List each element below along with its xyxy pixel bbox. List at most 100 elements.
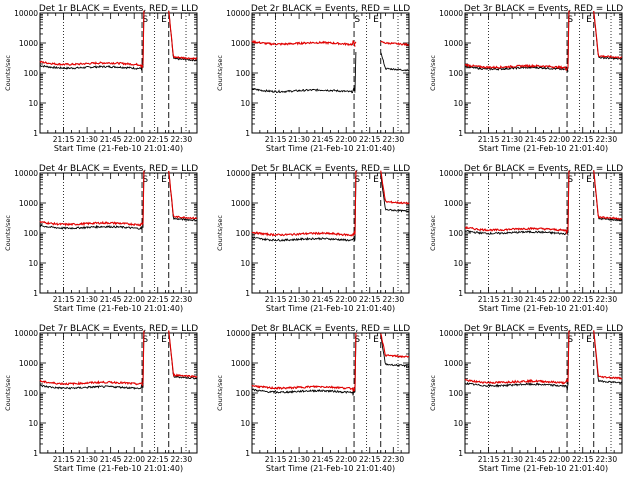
marker-s: S: [354, 335, 360, 345]
panel-title: Det 4r BLACK = Events, RED = LLD: [39, 164, 198, 174]
x-tick-label: 21:45: [312, 135, 334, 144]
lld-series-line: [464, 10, 623, 71]
x-tick-label: 21:30: [76, 135, 98, 144]
marker-e: E: [586, 335, 592, 345]
marker-s: S: [142, 175, 148, 185]
x-tick-label: 21:15: [53, 455, 75, 464]
x-tick-label: 22:30: [382, 295, 404, 304]
y-tick-label: 1: [458, 289, 463, 298]
y-axis-label: Counts/sec: [216, 375, 224, 411]
x-tick-label: 21:15: [265, 455, 287, 464]
y-tick-label: 100: [24, 69, 39, 78]
x-tick-label: 22:15: [572, 455, 594, 464]
x-tick-label: 22:30: [595, 455, 617, 464]
y-tick-label: 1000: [19, 359, 38, 368]
y-tick-label: 1000: [444, 39, 463, 48]
y-axis-label: Counts/sec: [4, 55, 12, 91]
x-tick-label: 22:15: [147, 135, 169, 144]
y-tick-label: 100: [236, 389, 251, 398]
x-tick-label: 22:00: [123, 135, 145, 144]
lld-series-line: [251, 39, 410, 47]
y-tick-label: 10: [28, 419, 38, 428]
lld-series-line: [39, 330, 198, 387]
y-axis-label: Counts/sec: [216, 55, 224, 91]
marker-s: S: [142, 335, 148, 345]
x-tick-label: 22:30: [595, 295, 617, 304]
lld-series-line: [39, 170, 198, 227]
y-tick-label: 10000: [439, 9, 463, 18]
y-tick-label: 1000: [231, 199, 250, 208]
panel-4: Det 4r BLACK = Events, RED = LLD 1 10 100 10…: [4, 164, 198, 313]
y-tick-label: 1000: [231, 359, 250, 368]
x-tick-label: 22:15: [147, 295, 169, 304]
panel-title: Det 5r BLACK = Events, RED = LLD: [251, 164, 410, 174]
y-tick-label: 1: [245, 289, 250, 298]
x-tick-label: 21:30: [288, 135, 310, 144]
panel-1: Det 1r BLACK = Events, RED = LLD 1 10 100 10…: [4, 4, 198, 153]
x-tick-label: 21:45: [525, 295, 547, 304]
x-axis-label: Start Time (21-Feb-10 21:01:40): [54, 304, 183, 313]
panel-2: Det 2r BLACK = Events, RED = LLD 1 10 100 10…: [216, 4, 410, 153]
y-tick-label: 10000: [439, 329, 463, 338]
y-tick-label: 100: [24, 229, 39, 238]
x-tick-label: 22:15: [359, 455, 381, 464]
marker-e: E: [161, 335, 167, 345]
events-series-line: [251, 335, 410, 396]
x-tick-label: 22:00: [123, 295, 145, 304]
lld-series-line: [39, 10, 198, 69]
y-axis-label: Counts/sec: [4, 375, 12, 411]
x-tick-label: 21:15: [53, 135, 75, 144]
x-tick-label: 21:45: [525, 455, 547, 464]
panel-title: Det 6r BLACK = Events, RED = LLD: [464, 164, 623, 174]
x-tick-label: 21:30: [501, 295, 523, 304]
x-tick-label: 22:00: [335, 135, 357, 144]
x-tick-label: 21:15: [53, 295, 75, 304]
panel-5: Det 5r BLACK = Events, RED = LLD 1 10 100 10…: [216, 164, 410, 313]
x-tick-label: 22:00: [548, 295, 570, 304]
panel-title: Det 9r BLACK = Events, RED = LLD: [464, 324, 623, 334]
lld-series-line: [464, 170, 623, 236]
panel-title: Det 8r BLACK = Events, RED = LLD: [251, 324, 410, 334]
marker-s: S: [354, 175, 360, 185]
y-tick-label: 10: [453, 419, 463, 428]
x-tick-label: 22:00: [335, 295, 357, 304]
panel-title: Det 3r BLACK = Events, RED = LLD: [464, 4, 623, 14]
events-series-line: [251, 51, 410, 94]
x-tick-label: 22:30: [170, 295, 192, 304]
x-tick-label: 21:45: [100, 295, 122, 304]
panel-title: Det 7r BLACK = Events, RED = LLD: [39, 324, 198, 334]
y-tick-label: 1: [33, 289, 38, 298]
y-tick-label: 1: [458, 449, 463, 458]
y-tick-label: 1: [33, 449, 38, 458]
x-axis-label: Start Time (21-Feb-10 21:01:40): [266, 144, 395, 153]
x-tick-label: 22:00: [335, 455, 357, 464]
x-tick-label: 21:30: [501, 135, 523, 144]
x-axis-label: Start Time (21-Feb-10 21:01:40): [54, 144, 183, 153]
panel-8: Det 8r BLACK = Events, RED = LLD 1 10 100 10…: [216, 324, 410, 473]
y-tick-label: 100: [449, 389, 464, 398]
x-tick-label: 21:15: [265, 295, 287, 304]
y-axis-label: Counts/sec: [4, 215, 12, 251]
x-tick-label: 21:15: [478, 455, 500, 464]
y-tick-label: 100: [449, 229, 464, 238]
marker-s: S: [567, 335, 573, 345]
x-axis-label: Start Time (21-Feb-10 21:01:40): [479, 144, 608, 153]
marker-s: S: [567, 175, 573, 185]
y-tick-label: 10000: [14, 169, 38, 178]
x-tick-label: 21:30: [501, 455, 523, 464]
x-axis-label: Start Time (21-Feb-10 21:01:40): [479, 464, 608, 473]
y-tick-label: 10000: [226, 169, 250, 178]
y-tick-label: 10000: [226, 329, 250, 338]
marker-s: S: [354, 15, 360, 25]
x-tick-label: 21:45: [312, 455, 334, 464]
x-tick-label: 22:15: [572, 135, 594, 144]
x-tick-label: 22:30: [382, 455, 404, 464]
x-tick-label: 21:45: [100, 455, 122, 464]
x-tick-label: 21:45: [525, 135, 547, 144]
lld-series-line: [251, 332, 410, 393]
x-tick-label: 21:15: [478, 135, 500, 144]
x-tick-label: 22:00: [548, 135, 570, 144]
x-tick-label: 22:15: [147, 455, 169, 464]
y-tick-label: 10: [453, 259, 463, 268]
y-tick-label: 10000: [226, 9, 250, 18]
